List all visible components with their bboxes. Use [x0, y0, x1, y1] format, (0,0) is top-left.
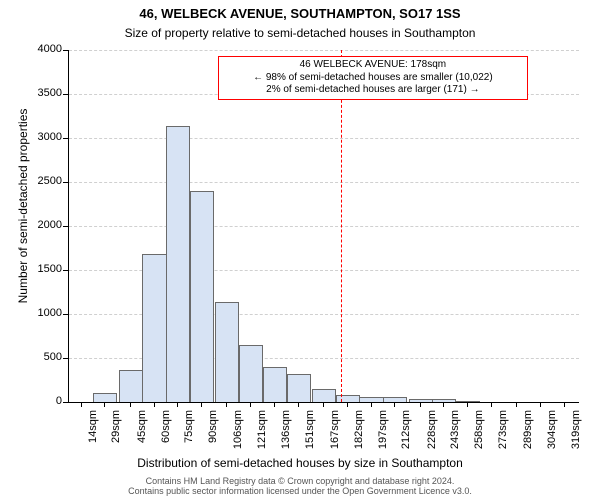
y-tick-label: 3000 [24, 131, 62, 143]
x-tick-label: 258sqm [473, 410, 485, 460]
x-tick-mark [516, 402, 517, 407]
x-tick-mark [347, 402, 348, 407]
chart-subtitle: Size of property relative to semi-detach… [0, 26, 600, 40]
x-tick-label: 151sqm [304, 410, 316, 460]
x-tick-label: 106sqm [232, 410, 244, 460]
x-tick-label: 29sqm [110, 410, 122, 460]
y-tick-mark [63, 226, 68, 227]
y-tick-mark [63, 358, 68, 359]
y-tick-mark [63, 50, 68, 51]
histogram-bar [166, 126, 190, 402]
x-tick-mark [298, 402, 299, 407]
y-axis-label: Number of semi-detached properties [16, 76, 30, 336]
x-tick-label: 304sqm [546, 410, 558, 460]
y-tick-label: 500 [24, 351, 62, 363]
y-gridline [69, 50, 579, 51]
x-tick-mark [491, 402, 492, 407]
x-tick-label: 136sqm [280, 410, 292, 460]
histogram-bar [215, 302, 239, 402]
y-tick-mark [63, 314, 68, 315]
x-tick-label: 75sqm [183, 410, 195, 460]
x-tick-mark [177, 402, 178, 407]
x-tick-label: 182sqm [353, 410, 365, 460]
y-tick-label: 1500 [24, 263, 62, 275]
histogram-bar [312, 389, 336, 402]
x-tick-mark [443, 402, 444, 407]
x-tick-label: 273sqm [497, 410, 509, 460]
y-gridline [69, 226, 579, 227]
histogram-bar [119, 370, 143, 402]
y-tick-mark [63, 182, 68, 183]
x-tick-mark [420, 402, 421, 407]
y-gridline [69, 182, 579, 183]
annotation-line-3: 2% of semi-detached houses are larger (1… [223, 84, 523, 97]
footer-line-1: Contains HM Land Registry data © Crown c… [0, 476, 600, 486]
annotation-line-2: ← 98% of semi-detached houses are smalle… [223, 72, 523, 85]
histogram-bar [263, 367, 287, 402]
y-tick-label: 2500 [24, 175, 62, 187]
x-tick-mark [564, 402, 565, 407]
y-tick-label: 2000 [24, 219, 62, 231]
x-tick-mark [201, 402, 202, 407]
y-tick-mark [63, 270, 68, 271]
x-tick-label: 121sqm [256, 410, 268, 460]
histogram-bar [142, 254, 166, 402]
chart-container: { "title_main": "46, WELBECK AVENUE, SOU… [0, 0, 600, 500]
property-marker-line [341, 50, 342, 402]
chart-footer: Contains HM Land Registry data © Crown c… [0, 476, 600, 496]
x-tick-label: 14sqm [87, 410, 99, 460]
y-tick-label: 4000 [24, 43, 62, 55]
x-tick-label: 212sqm [400, 410, 412, 460]
histogram-bar [239, 345, 263, 402]
plot-area: 46 WELBECK AVENUE: 178sqm← 98% of semi-d… [68, 50, 579, 403]
y-tick-label: 3500 [24, 87, 62, 99]
x-tick-label: 90sqm [207, 410, 219, 460]
x-tick-label: 243sqm [449, 410, 461, 460]
y-tick-mark [63, 94, 68, 95]
x-tick-mark [323, 402, 324, 407]
histogram-bar [190, 191, 214, 402]
chart-title: 46, WELBECK AVENUE, SOUTHAMPTON, SO17 1S… [0, 6, 600, 21]
x-tick-label: 289sqm [522, 410, 534, 460]
x-tick-label: 319sqm [570, 410, 582, 460]
histogram-bar [336, 395, 360, 402]
x-tick-mark [104, 402, 105, 407]
histogram-bar [287, 374, 311, 402]
y-gridline [69, 138, 579, 139]
x-tick-mark [540, 402, 541, 407]
x-tick-mark [154, 402, 155, 407]
x-tick-mark [274, 402, 275, 407]
x-tick-label: 45sqm [136, 410, 148, 460]
x-tick-label: 167sqm [329, 410, 341, 460]
x-tick-mark [250, 402, 251, 407]
x-tick-mark [394, 402, 395, 407]
histogram-bar [359, 397, 383, 402]
x-tick-label: 60sqm [160, 410, 172, 460]
x-tick-mark [81, 402, 82, 407]
x-tick-label: 228sqm [426, 410, 438, 460]
y-tick-label: 1000 [24, 307, 62, 319]
x-tick-mark [130, 402, 131, 407]
y-tick-mark [63, 402, 68, 403]
footer-line-2: Contains public sector information licen… [0, 486, 600, 496]
x-tick-mark [467, 402, 468, 407]
x-tick-mark [371, 402, 372, 407]
annotation-box: 46 WELBECK AVENUE: 178sqm← 98% of semi-d… [218, 56, 528, 100]
histogram-bar [93, 393, 117, 402]
annotation-line-1: 46 WELBECK AVENUE: 178sqm [223, 59, 523, 72]
y-tick-mark [63, 138, 68, 139]
y-tick-label: 0 [24, 395, 62, 407]
x-tick-label: 197sqm [377, 410, 389, 460]
x-tick-mark [226, 402, 227, 407]
